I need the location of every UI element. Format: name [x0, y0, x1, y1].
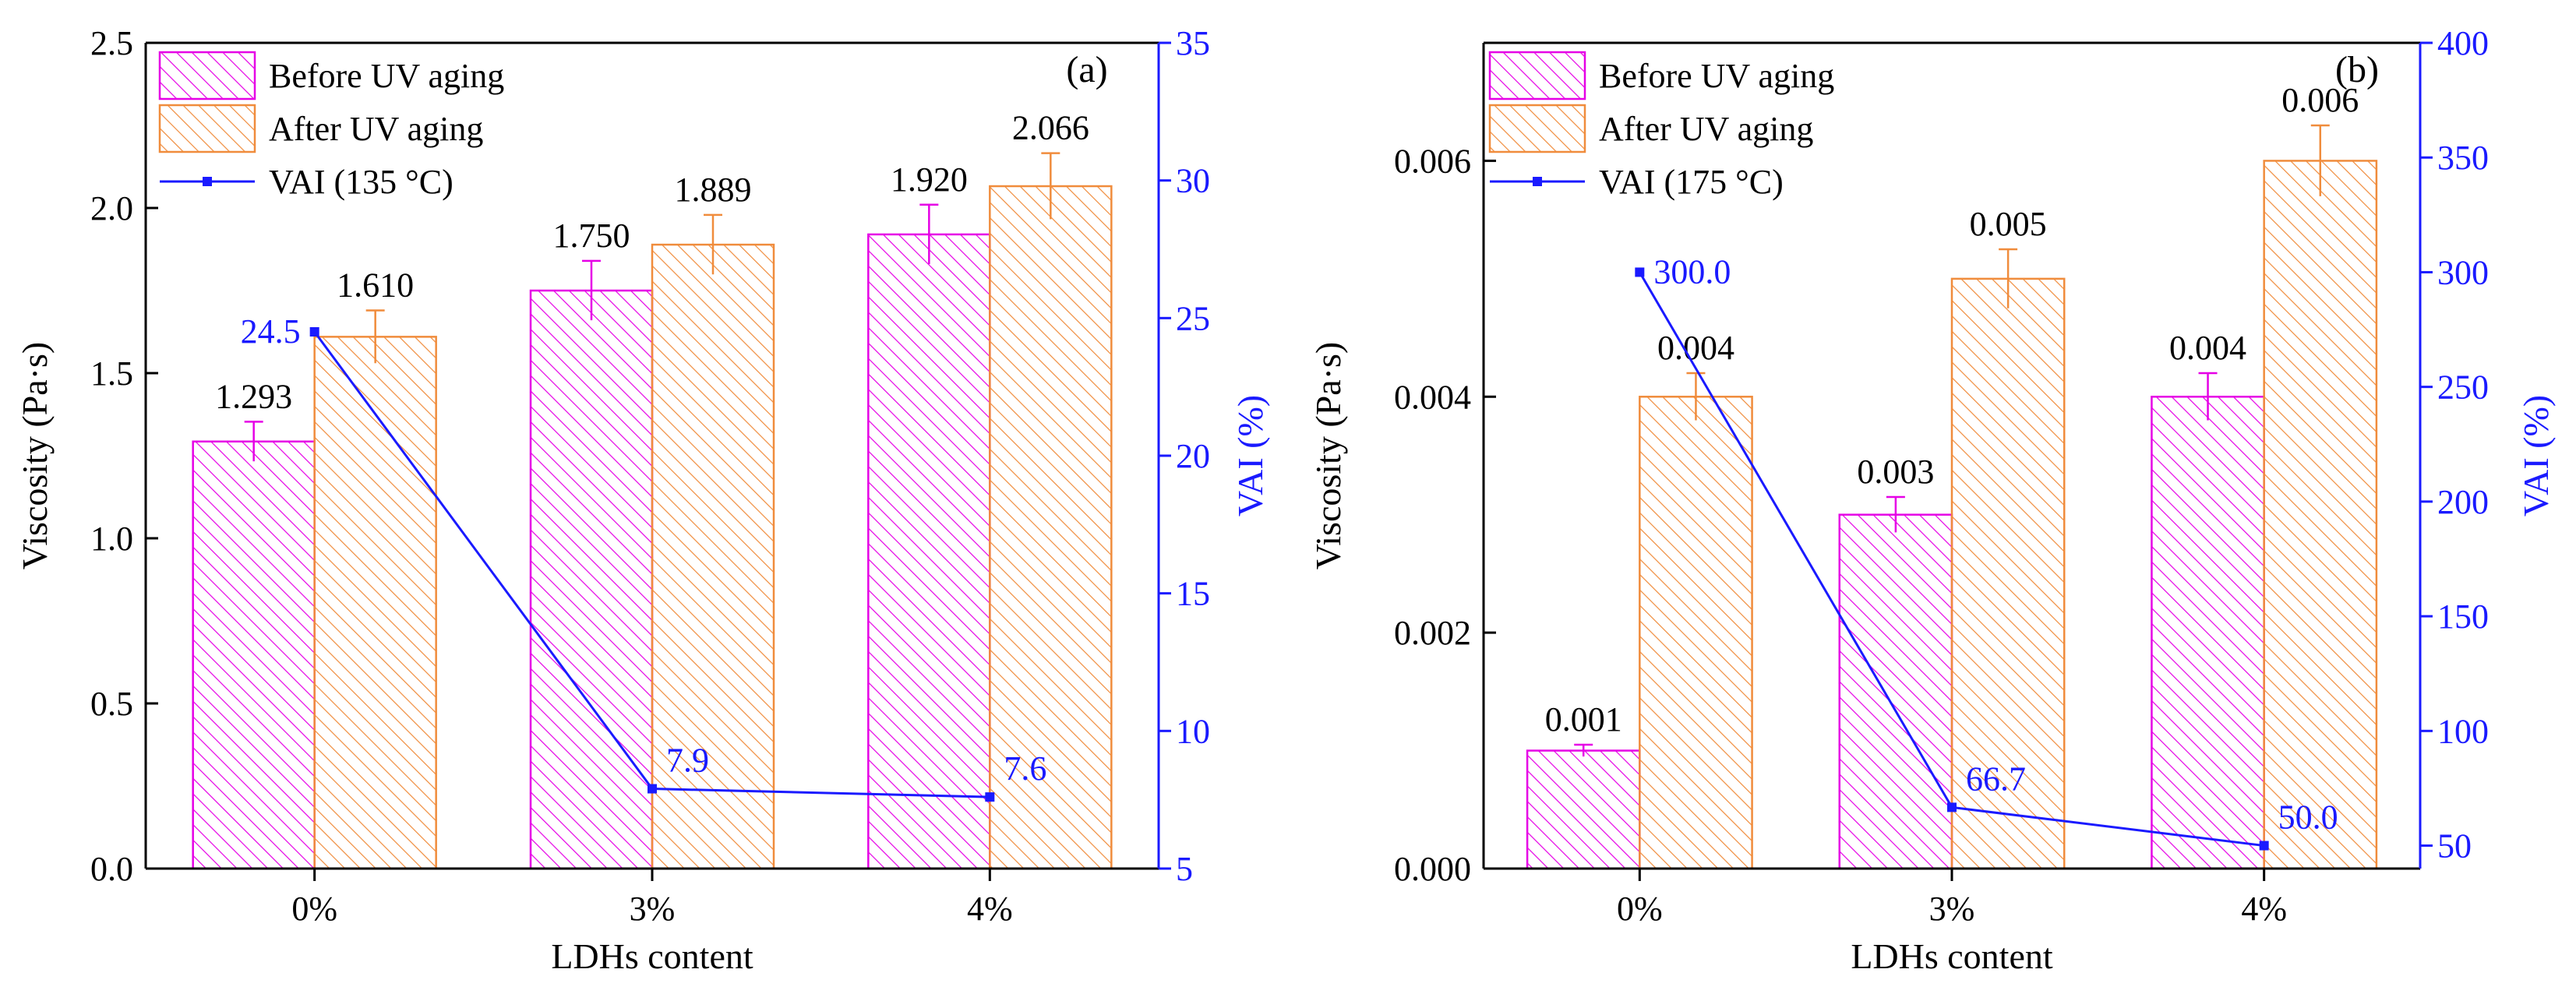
legend-swatch-after: [1488, 104, 1586, 153]
vai-value-label: 50.0: [2278, 798, 2338, 837]
y-tick-label: 0.004: [1394, 378, 1471, 416]
x-axis-title: LDHs content: [551, 936, 753, 976]
vai-value-label: 66.7: [1966, 760, 2026, 798]
bar-value-label: 2.066: [1012, 109, 1089, 147]
y2-tick-label: 10: [1176, 712, 1210, 750]
vai-value-label: 24.5: [241, 312, 301, 351]
bar-value-label: 0.001: [1545, 700, 1622, 738]
y-tick-label: 1.0: [90, 520, 133, 558]
bar-before-2: [867, 233, 991, 870]
y2-tick-label: 25: [1176, 299, 1210, 337]
legend-swatch-before: [1488, 51, 1586, 100]
panel-label: (a): [1066, 49, 1107, 90]
y-tick-label: 0.006: [1394, 142, 1471, 180]
vai-point-2: [985, 792, 995, 802]
bar-after-1: [1950, 277, 2066, 870]
y2-tick-label: 200: [2437, 483, 2489, 521]
x-tick-label: 4%: [2241, 890, 2287, 928]
bar-value-label: 1.750: [553, 217, 630, 255]
bar-before-0: [1526, 749, 1641, 870]
bar-before-0: [192, 440, 316, 870]
legend-label-vai: VAI (135 °C): [269, 163, 453, 201]
vai-point-2: [2259, 841, 2269, 851]
bar-after-0: [1639, 396, 1753, 870]
bar-value-label: 0.004: [1657, 329, 1734, 367]
bar-value-label: 0.005: [1970, 205, 2047, 243]
x-tick-label: 0%: [1617, 890, 1663, 928]
legend-marker-vai: [1533, 177, 1542, 186]
y-tick-label: 1.5: [90, 354, 133, 393]
legend-label-before: Before UV aging: [269, 57, 504, 95]
bar-after-2: [989, 185, 1113, 870]
y2-tick-label: 300: [2437, 253, 2489, 291]
y2-axis-title: VAI (%): [1230, 395, 1270, 516]
y2-tick-label: 250: [2437, 368, 2489, 407]
bar-before-1: [1838, 513, 1953, 870]
vai-value-label: 7.9: [666, 742, 709, 780]
y-tick-label: 2.5: [90, 24, 133, 62]
y2-tick-label: 400: [2437, 24, 2489, 62]
legend-label-vai: VAI (175 °C): [1599, 163, 1784, 201]
y2-tick-label: 35: [1176, 24, 1210, 62]
x-tick-label: 0%: [291, 890, 337, 928]
y2-tick-label: 350: [2437, 139, 2489, 177]
bar-value-label: 1.610: [337, 266, 414, 304]
y2-tick-label: 5: [1176, 850, 1193, 888]
panel-b: 0.001 0.003 0.004 0.004 0.005 0.006 300.0 66.7 5…: [1308, 24, 2556, 976]
x-tick-label: 4%: [967, 890, 1013, 928]
vai-point-0: [309, 327, 319, 337]
bar-value-label: 0.004: [2169, 329, 2246, 367]
vai-point-1: [648, 784, 657, 794]
vai-point-0: [1635, 267, 1645, 277]
y-axis-title: Viscosity (Pa·s): [1308, 342, 1348, 569]
y-tick-label: 0.5: [90, 685, 133, 723]
panel-label: (b): [2335, 49, 2379, 90]
y2-tick-label: 100: [2437, 712, 2489, 750]
vai-value-label: 300.0: [1653, 252, 1731, 291]
x-tick-label: 3%: [630, 890, 676, 928]
panel-a: 1.293 1.750 1.920 1.610 1.889 2.066 24.5 7.9 7.6…: [15, 24, 1270, 976]
vai-value-label: 7.6: [1004, 749, 1046, 788]
legend-marker-vai: [203, 177, 212, 186]
x-axis-title: LDHs content: [1851, 936, 2053, 976]
y-tick-label: 0.0: [90, 850, 133, 888]
bar-value-label: 1.920: [891, 160, 968, 199]
legend-swatch-before: [158, 51, 256, 100]
y2-tick-label: 50: [2437, 827, 2472, 865]
y-tick-label: 0.002: [1394, 614, 1471, 652]
bar-before-2: [2151, 396, 2265, 870]
y-tick-label: 0.000: [1394, 850, 1471, 888]
bar-after-0: [313, 336, 437, 870]
bar-value-label: 0.006: [2281, 81, 2359, 119]
x-tick-label: 3%: [1929, 890, 1975, 928]
y2-axis-title: VAI (%): [2516, 395, 2556, 516]
bar-value-label: 0.003: [1857, 453, 1934, 491]
y2-tick-label: 20: [1176, 437, 1210, 475]
y2-tick-label: 15: [1176, 575, 1210, 613]
legend-label-before: Before UV aging: [1599, 57, 1834, 95]
legend-label-after: After UV aging: [1599, 110, 1813, 148]
bar-value-label: 1.889: [675, 171, 752, 209]
vai-point-1: [1947, 802, 1957, 812]
y-axis-title: Viscosity (Pa·s): [15, 342, 55, 569]
bar-after-2: [2263, 160, 2378, 870]
bar-before-1: [529, 289, 654, 870]
legend-label-after: After UV aging: [269, 110, 483, 148]
bar-after-1: [651, 243, 775, 870]
legend-swatch-after: [158, 104, 256, 153]
y2-tick-label: 150: [2437, 597, 2489, 636]
bar-value-label: 1.293: [215, 377, 292, 415]
y2-tick-label: 30: [1176, 162, 1210, 200]
y-tick-label: 2.0: [90, 189, 133, 227]
